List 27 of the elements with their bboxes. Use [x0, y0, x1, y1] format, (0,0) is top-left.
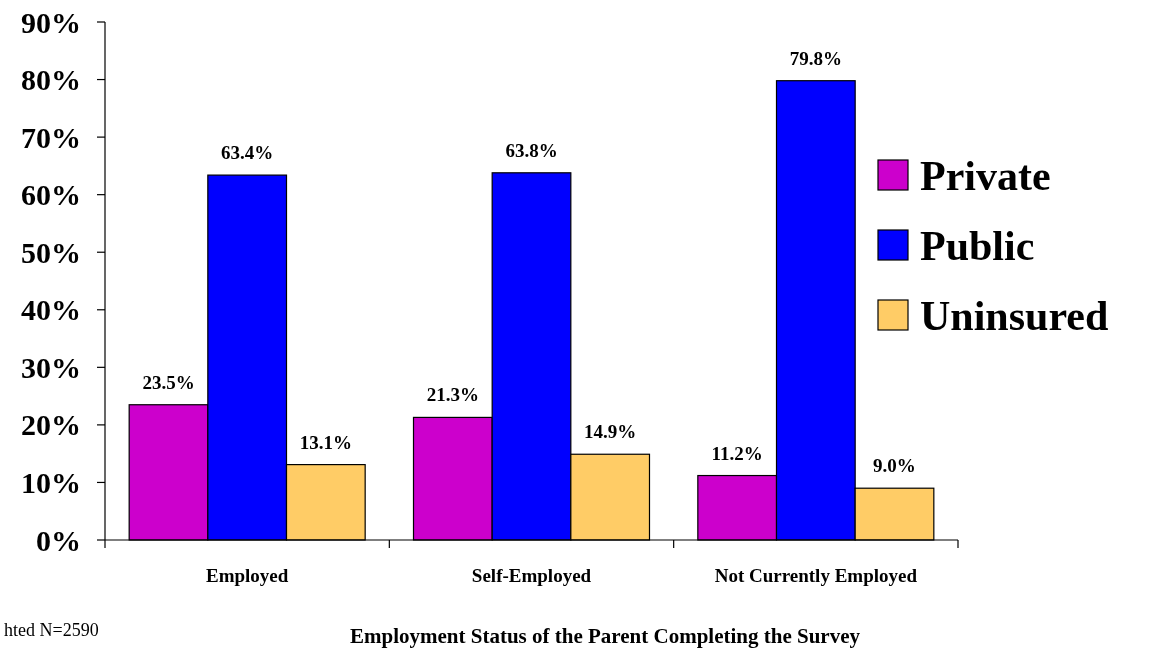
y-tick-label: 10%	[21, 465, 81, 499]
data-label: 63.4%	[221, 142, 274, 164]
data-label: 13.1%	[299, 431, 352, 453]
x-tick-label: Not Currently Employed	[714, 565, 918, 586]
y-tick-label: 50%	[21, 235, 81, 269]
legend-label: Private	[920, 152, 1051, 199]
text: hted N=2590	[4, 620, 99, 640]
y-tick-label: 60%	[21, 178, 81, 212]
y-tick-label: 0%	[36, 523, 81, 557]
data-label: 11.2%	[711, 442, 763, 464]
data-label: 79.8%	[789, 47, 842, 69]
y-tick-label: 20%	[21, 408, 81, 442]
x-axis-title: Employment Status of the Parent Completing the Survey	[349, 624, 861, 648]
y-tick-label: 40%	[21, 293, 81, 327]
x-tick-label: Self-Employed	[471, 565, 592, 586]
y-tick-label: 30%	[21, 350, 81, 384]
data-label: 21.3%	[426, 384, 479, 406]
data-label: 14.9%	[584, 421, 637, 443]
y-tick-label: 70%	[21, 120, 81, 154]
y-tick-label: 80%	[21, 63, 81, 97]
legend-label: Public	[920, 222, 1035, 269]
data-label: 63.8%	[505, 139, 558, 161]
y-tick-label: 90%	[21, 5, 81, 39]
legend-label: Uninsured	[920, 292, 1109, 339]
x-tick-label: Employed	[205, 565, 289, 586]
data-label: 23.5%	[142, 371, 195, 393]
data-label: 9.0%	[873, 455, 916, 477]
